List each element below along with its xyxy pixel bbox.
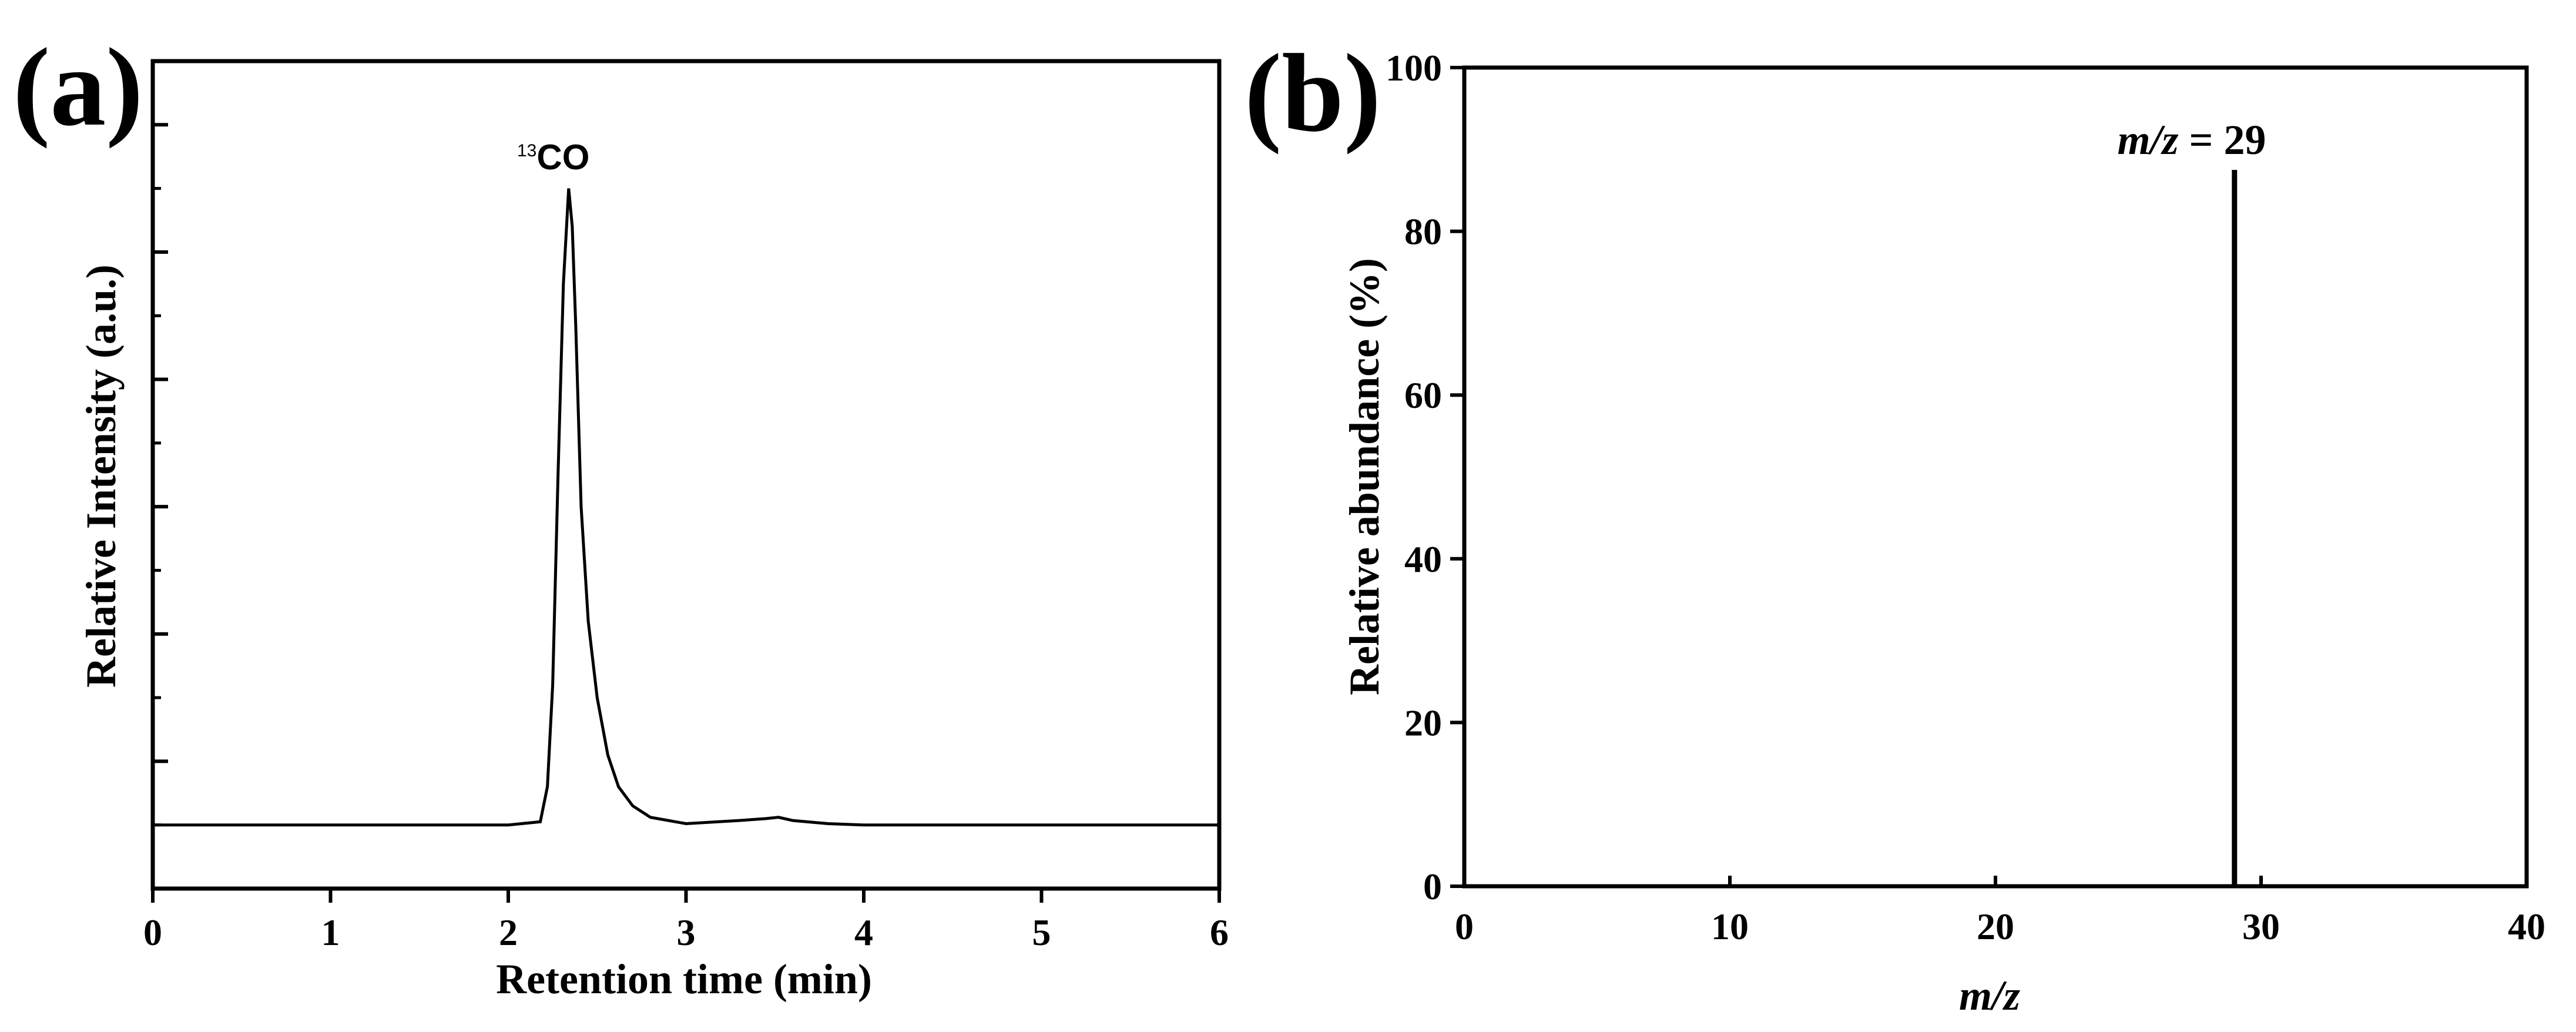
x-tick-label: 4 <box>854 912 873 953</box>
panel-a-x-tick-labels: 0 1 2 3 4 5 6 <box>143 912 1229 953</box>
y-tick-label: 20 <box>1404 702 1442 743</box>
panel-b-x-tick-labels: 0 10 20 30 40 <box>1455 906 2545 947</box>
x-tick-label: 0 <box>1455 906 1474 947</box>
mz-annotation-value: = 29 <box>2179 116 2266 163</box>
panel-b-ticks <box>1450 66 2528 888</box>
panel-b-x-axis-title: m/z <box>1959 972 2020 1019</box>
peak-label: 13CO <box>517 138 589 177</box>
mz-annotation-italic: m/z <box>2117 116 2178 163</box>
panel-b-y-tick-labels: 0 20 40 60 80 100 <box>1386 47 1442 907</box>
panel-a-ticks <box>151 59 1221 903</box>
y-tick-label: 80 <box>1404 211 1442 253</box>
x-tick-label: 20 <box>1977 906 2014 947</box>
panel-a-x-axis-title: Retention time (min) <box>496 956 872 1003</box>
panel-b: (b) 0 10 20 30 40 0 20 40 60 80 100 m/z = 29 m/z … <box>1245 32 2545 1019</box>
x-tick-label: 3 <box>677 912 696 953</box>
peak-label-superscript: 13 <box>517 141 536 160</box>
x-tick-label: 5 <box>1032 912 1051 953</box>
x-tick-label: 10 <box>1711 906 1749 947</box>
y-tick-label: 100 <box>1386 47 1442 89</box>
x-tick-label: 40 <box>2508 906 2545 947</box>
panel-a-y-axis-title: Relative Intensity (a.u.) <box>78 264 125 688</box>
panel-b-frame <box>1462 65 2529 889</box>
mz-annotation: m/z = 29 <box>2117 116 2266 163</box>
x-tick-label: 1 <box>321 912 340 953</box>
x-tick-label: 30 <box>2242 906 2280 947</box>
panel-b-y-axis-title: Relative abundance (%) <box>1341 258 1388 695</box>
chromatogram-line <box>153 188 1219 827</box>
panel-a-label: (a) <box>13 26 143 149</box>
y-tick-label: 0 <box>1423 866 1442 907</box>
y-tick-label: 40 <box>1404 538 1442 580</box>
x-tick-label: 0 <box>143 912 162 953</box>
peak-label-text: CO <box>536 138 589 177</box>
x-tick-label: 2 <box>499 912 518 953</box>
y-tick-label: 60 <box>1404 374 1442 416</box>
panel-a: (a) 0 1 2 3 4 5 6 13CO Retention time (min) Re… <box>13 26 1229 1003</box>
panel-b-label: (b) <box>1245 32 1381 155</box>
x-tick-label: 6 <box>1210 912 1229 953</box>
panel-a-frame <box>150 59 1222 891</box>
